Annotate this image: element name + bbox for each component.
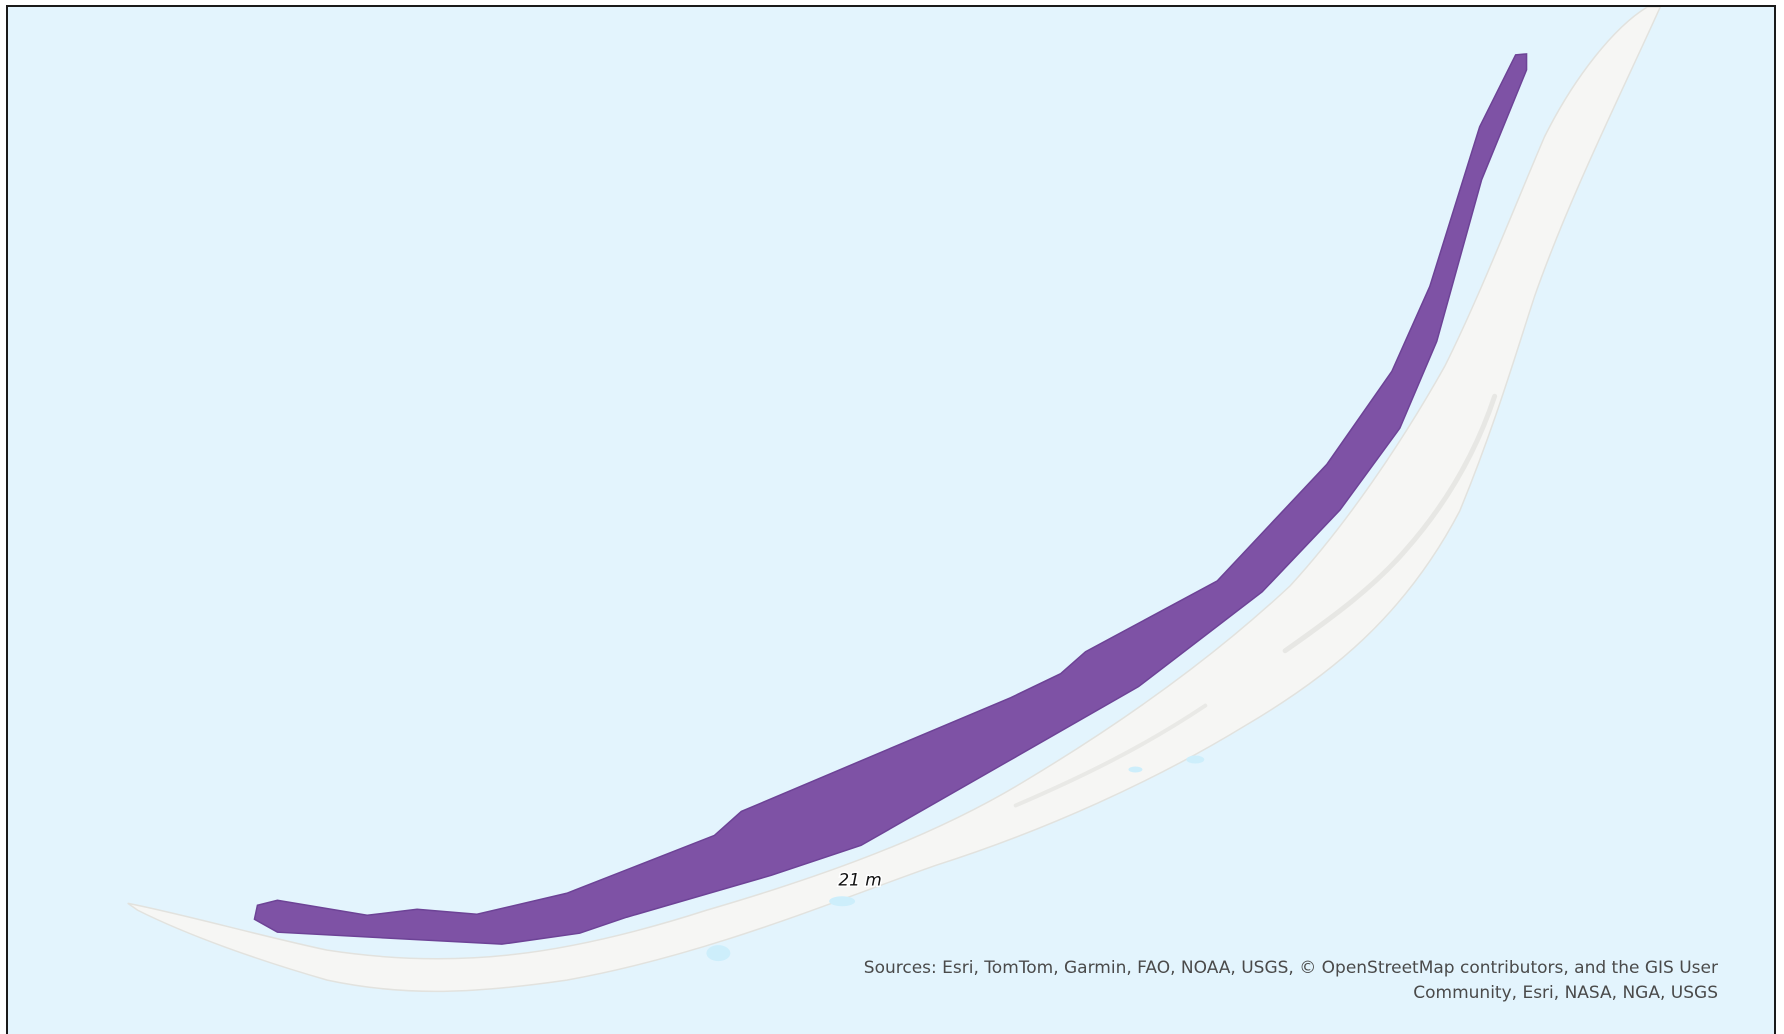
map-attribution: Sources: Esri, TomTom, Garmin, FAO, NOAA… <box>863 958 1718 1003</box>
map-frame[interactable]: 21 m Sources: Esri, TomTom, Garmin, FAO,… <box>6 5 1776 1034</box>
depth-zone-polygon[interactable] <box>253 53 1528 945</box>
map-canvas[interactable]: 21 m <box>8 7 1774 1034</box>
pond <box>1128 766 1143 773</box>
depth-label: 21 m <box>838 869 881 889</box>
pond <box>829 896 856 907</box>
land-texture <box>1013 703 1208 808</box>
barrier-island-land <box>127 7 1662 993</box>
land-texture <box>1282 393 1498 654</box>
pond <box>706 945 731 962</box>
pond <box>1186 755 1205 764</box>
